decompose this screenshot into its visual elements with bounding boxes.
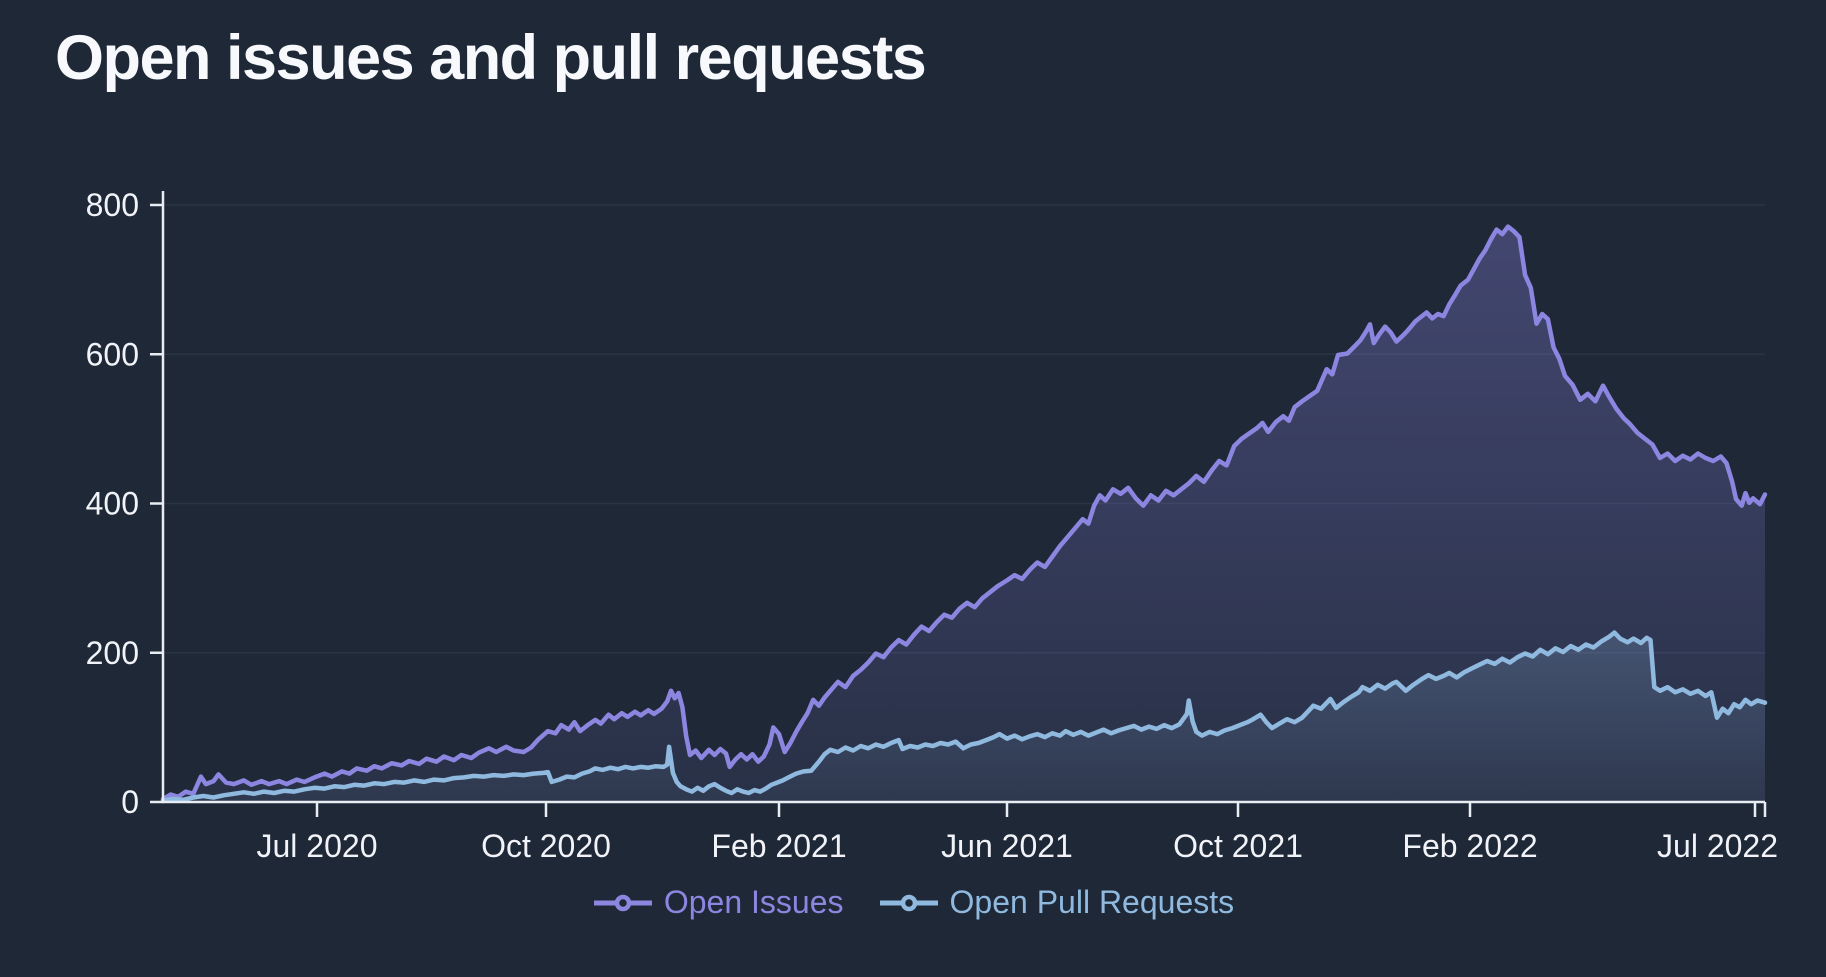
y-tick-label-0: 0	[121, 784, 139, 820]
series-areas	[163, 226, 1765, 803]
axes	[150, 191, 1767, 817]
x-tick-label: Jul 2020	[257, 828, 378, 864]
chart-legend: Open Issues Open Pull Requests	[38, 884, 1788, 921]
axis-labels: 0 200 400 600 800 Jul 2020 Oct 2020 Feb 2021 Jun…	[86, 187, 1778, 864]
legend-label-open-issues: Open Issues	[663, 884, 844, 920]
y-tick-label-800: 800	[86, 187, 139, 223]
issues-line	[160, 224, 1768, 802]
x-tick-label: Oct 2021	[1173, 828, 1303, 864]
prs-line	[160, 630, 1768, 803]
page-title: Open issues and pull requests	[55, 23, 927, 93]
open-issues-marker-icon	[593, 894, 652, 911]
x-tick-label: Feb 2021	[711, 828, 846, 864]
y-tick-label-200: 200	[86, 635, 139, 671]
legend-label-open-pull-requests: Open Pull Requests	[949, 884, 1235, 920]
legend-item-open-pull-requests[interactable]: Open Pull Requests	[878, 884, 1235, 921]
x-tick-label: Feb 2022	[1402, 828, 1537, 864]
x-tick-label: Jun 2021	[941, 828, 1073, 864]
y-tick-label-600: 600	[86, 336, 139, 372]
x-tick-label: Oct 2020	[481, 828, 611, 864]
series-lines	[160, 224, 1768, 803]
open-pull-requests-marker-icon	[879, 894, 938, 911]
legend-item-open-issues[interactable]: Open Issues	[592, 884, 844, 921]
issues-area	[163, 226, 1765, 803]
prs-area	[163, 632, 1765, 802]
x-tick-label: Jul 2022	[1657, 828, 1778, 864]
y-tick-label-400: 400	[86, 486, 139, 522]
